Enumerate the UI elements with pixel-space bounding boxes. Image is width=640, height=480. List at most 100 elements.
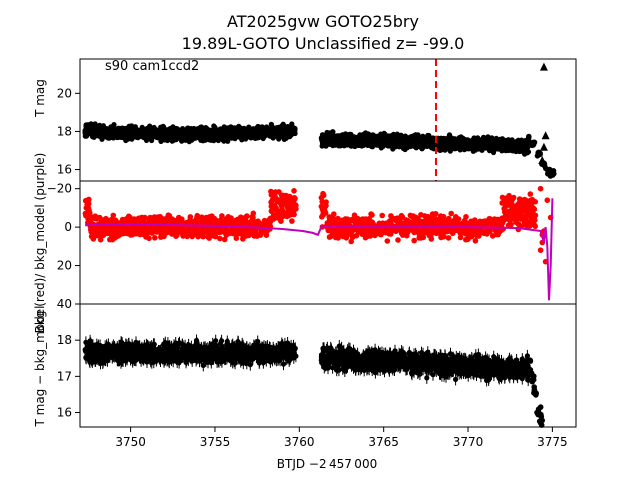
bkg-point — [325, 227, 332, 234]
data-point — [155, 134, 161, 140]
data-point — [524, 144, 530, 151]
data-point — [123, 130, 130, 137]
bkg-point — [330, 219, 336, 225]
bkg-point — [257, 232, 264, 238]
data-point — [405, 137, 411, 143]
data-point — [398, 132, 404, 138]
data-point — [446, 137, 452, 143]
data-point — [418, 136, 425, 142]
y-tick-label: −20 — [47, 182, 72, 196]
bkg-point — [446, 228, 452, 234]
y-tick-label: 18 — [57, 124, 72, 138]
data-point — [477, 145, 483, 151]
data-point — [251, 134, 258, 140]
bkg-point — [503, 209, 509, 216]
data-point — [146, 128, 152, 134]
bkg-point — [250, 219, 257, 226]
bkg-point — [164, 225, 171, 232]
y-tick-label: 20 — [57, 259, 72, 273]
data-point — [163, 130, 169, 136]
data-point — [394, 131, 400, 137]
data-point — [447, 148, 453, 154]
data-point — [394, 136, 400, 142]
data-point — [177, 131, 183, 138]
data-point — [425, 134, 431, 140]
data-point — [203, 125, 209, 131]
data-point — [292, 130, 298, 136]
data-point — [529, 142, 535, 149]
data-point — [455, 142, 461, 148]
bkg-point — [82, 210, 89, 217]
data-point — [173, 137, 179, 143]
bkg-point — [271, 195, 277, 201]
y-tick-label: 0 — [64, 220, 72, 234]
data-point — [216, 127, 222, 133]
chart-title-line2: 19.89L-GOTO Unclassified z= -99.0 — [182, 34, 465, 53]
data-point — [254, 125, 260, 131]
data-point — [161, 124, 167, 130]
bkg-point — [93, 215, 100, 221]
bkg-point — [455, 220, 462, 227]
data-point — [507, 139, 513, 145]
bkg-point — [221, 236, 228, 243]
bkg-point — [251, 233, 257, 239]
bkg-point — [512, 208, 519, 214]
data-point — [351, 142, 357, 148]
bkg-point — [291, 211, 297, 218]
bkg-point — [427, 229, 433, 236]
bkg-point — [200, 219, 206, 225]
bkg-point — [537, 185, 544, 192]
bkg-point — [379, 212, 386, 219]
data-point — [131, 127, 137, 134]
data-point — [140, 127, 146, 133]
data-point — [290, 125, 296, 131]
bkg-point — [190, 227, 197, 233]
data-point — [270, 135, 276, 141]
data-point — [230, 132, 236, 138]
data-point — [400, 145, 406, 151]
bkg-point — [205, 234, 211, 240]
bkg-point — [395, 216, 401, 222]
bkg-point — [175, 227, 182, 234]
bkg-point — [90, 236, 97, 242]
bkg-point — [508, 214, 515, 221]
data-point — [488, 147, 494, 153]
upper-limit-marker — [539, 62, 548, 71]
data-point — [260, 135, 266, 141]
bkg-point — [255, 219, 262, 226]
bkg-point — [384, 238, 391, 244]
data-point — [188, 134, 194, 140]
bkg-point — [270, 189, 277, 196]
data-point — [197, 128, 203, 134]
data-point — [88, 127, 94, 133]
bkg-point — [518, 207, 525, 214]
y-tick-label: 20 — [57, 86, 72, 100]
bkg-point — [513, 219, 519, 225]
bkg-point — [461, 217, 468, 224]
bkg-point — [239, 232, 246, 238]
data-point — [404, 142, 411, 149]
bkg-point — [139, 227, 146, 234]
bkg-point — [366, 231, 372, 237]
bkg-point — [250, 215, 256, 221]
bkg-point — [474, 230, 480, 236]
bkg-point — [268, 216, 275, 222]
bkg-point — [384, 220, 390, 226]
bkg-point — [517, 198, 523, 205]
bkg-model-line — [85, 198, 554, 301]
bkg-point — [509, 196, 515, 203]
data-point — [101, 127, 107, 133]
bkg-point — [230, 227, 237, 234]
bkg-point — [233, 235, 240, 241]
data-point — [418, 145, 425, 151]
bkg-point — [85, 202, 91, 208]
data-point — [266, 128, 272, 134]
data-point — [143, 137, 150, 143]
data-point — [147, 123, 153, 129]
data-point — [337, 135, 343, 141]
bkg-point — [461, 230, 467, 236]
data-point — [206, 137, 212, 143]
data-point — [468, 139, 474, 145]
